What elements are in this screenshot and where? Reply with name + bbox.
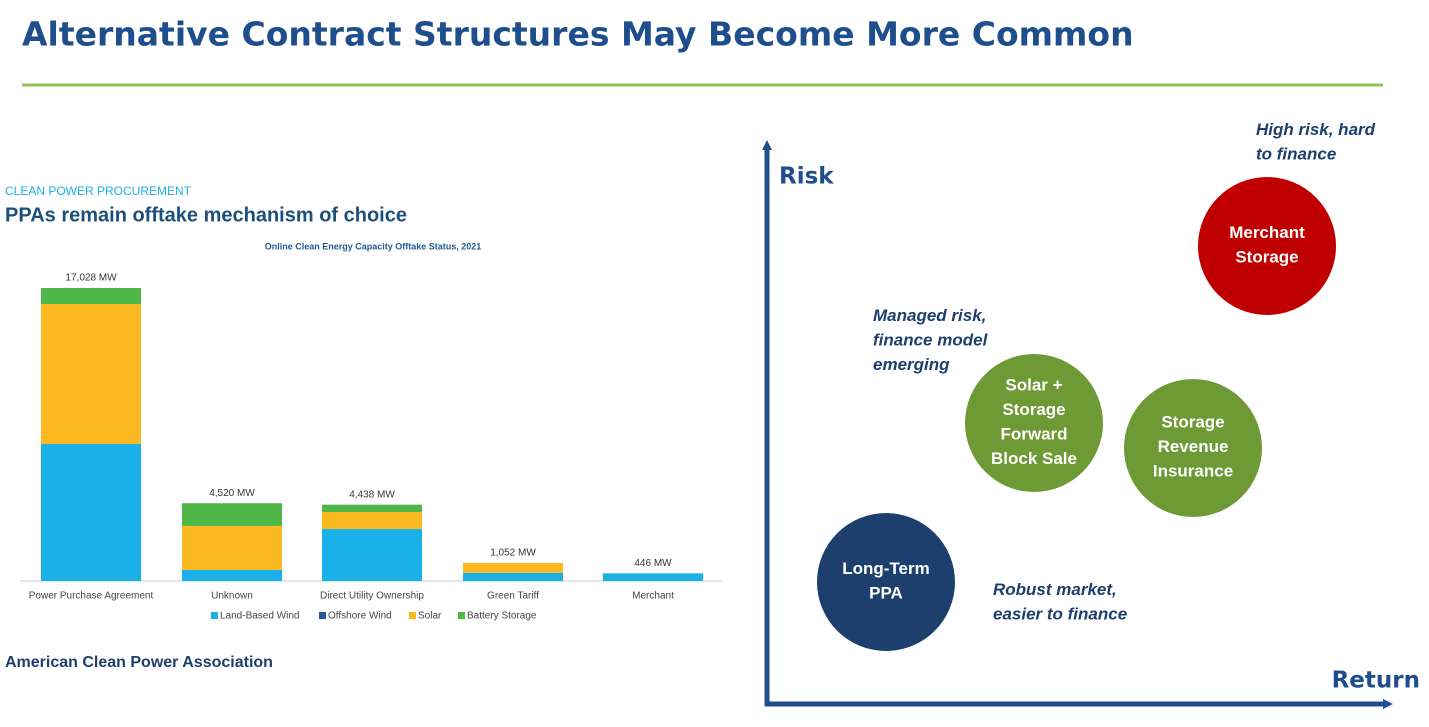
bar-segment bbox=[182, 503, 282, 526]
annotation: Managed risk, finance model emerging bbox=[873, 306, 989, 374]
total-label: 4,520 MW bbox=[209, 488, 255, 499]
legend-label: Offshore Wind bbox=[328, 611, 392, 622]
node-label-line: Insurance bbox=[1153, 462, 1233, 481]
total-label: 17,028 MW bbox=[65, 273, 117, 284]
node-label-line: Storage bbox=[1002, 400, 1065, 419]
node-label-line: Storage bbox=[1235, 248, 1298, 267]
legend-label: Battery Storage bbox=[467, 611, 537, 622]
bar-segment bbox=[182, 525, 282, 570]
node-label: Long-Term PPA bbox=[842, 559, 930, 603]
legend-swatch bbox=[211, 612, 218, 619]
annotation-line: emerging bbox=[873, 355, 950, 374]
bar-segment bbox=[41, 303, 141, 445]
x-tick-label: Green Tariff bbox=[487, 591, 539, 602]
chart-title: Online Clean Energy Capacity Offtake Sta… bbox=[265, 241, 482, 251]
chart-headline: PPAs remain offtake mechanism of choice bbox=[5, 204, 407, 226]
x-tick-label: Power Purchase Agreement bbox=[29, 591, 154, 602]
total-label: 446 MW bbox=[634, 558, 672, 569]
annotation-line: easier to finance bbox=[993, 605, 1127, 624]
node-circle bbox=[817, 513, 955, 651]
y-axis-label: Risk bbox=[779, 164, 834, 190]
x-tick-label: Direct Utility Ownership bbox=[320, 591, 424, 602]
annotation: Robust market, easier to finance bbox=[993, 580, 1127, 624]
node-label-line: Block Sale bbox=[991, 449, 1077, 468]
node-label-line: Solar + bbox=[1005, 376, 1062, 395]
annotation-line: Managed risk, bbox=[873, 306, 986, 325]
node-label: Merchant Storage bbox=[1229, 223, 1305, 267]
bar-segment bbox=[463, 562, 563, 573]
bar-segment bbox=[322, 512, 422, 530]
legend-swatch bbox=[458, 612, 465, 619]
slide-title: Alternative Contract Structures May Beco… bbox=[22, 15, 1134, 54]
annotation: High risk, hard to finance bbox=[1256, 120, 1376, 164]
node-label-line: Merchant bbox=[1229, 223, 1305, 242]
source: American Clean Power Association bbox=[5, 654, 273, 671]
node-label: Solar + Storage Forward Block Sale bbox=[991, 376, 1077, 469]
node-label-line: Long-Term bbox=[842, 559, 930, 578]
legend-swatch bbox=[319, 612, 326, 619]
bar-segment bbox=[463, 572, 563, 581]
total-label: 4,438 MW bbox=[349, 489, 395, 500]
legend-label: Solar bbox=[418, 611, 442, 622]
node-label-line: PPA bbox=[869, 584, 903, 603]
bar-segment bbox=[322, 504, 422, 513]
annotation-line: finance model bbox=[873, 331, 989, 350]
legend-label: Land-Based Wind bbox=[220, 611, 300, 622]
x-axis-label: Return bbox=[1332, 668, 1420, 694]
bar-segment bbox=[182, 569, 282, 581]
chart-kicker: CLEAN POWER PROCUREMENT bbox=[5, 184, 192, 198]
legend-swatch bbox=[409, 612, 416, 619]
annotation-line: High risk, hard bbox=[1256, 120, 1376, 139]
node-label-line: Revenue bbox=[1158, 437, 1229, 456]
total-label: 1,052 MW bbox=[490, 548, 536, 559]
bar-segment bbox=[41, 444, 141, 581]
x-tick-label: Unknown bbox=[211, 591, 253, 602]
x-tick-label: Merchant bbox=[632, 591, 674, 602]
bar-segment bbox=[322, 529, 422, 581]
annotation-line: to finance bbox=[1256, 145, 1336, 164]
bar-segment bbox=[603, 573, 703, 581]
bar-segment bbox=[41, 288, 141, 304]
node-label-line: Storage bbox=[1161, 413, 1224, 432]
node-label: Storage Revenue Insurance bbox=[1153, 413, 1233, 481]
node-label-line: Forward bbox=[1000, 425, 1067, 444]
node-circle bbox=[965, 354, 1103, 492]
annotation-line: Robust market, bbox=[993, 580, 1117, 599]
node-circle bbox=[1198, 177, 1336, 315]
node-circle bbox=[1124, 379, 1262, 517]
